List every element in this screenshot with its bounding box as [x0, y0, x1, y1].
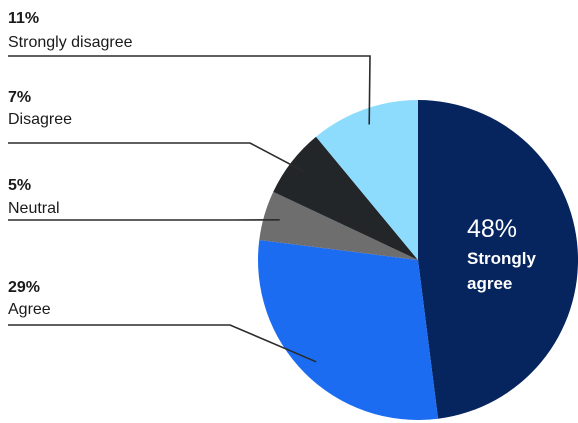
pie-slice-strongly-agree — [418, 100, 578, 419]
leader-line-strongly-disagree — [8, 55, 371, 125]
leader-line-agree — [8, 324, 317, 363]
pie-slice-neutral — [259, 191, 418, 260]
label-disagree-value: 7% — [8, 89, 31, 106]
pie-slice-strongly-disagree — [316, 100, 418, 260]
label-agree-value: 29% — [8, 279, 40, 296]
label-strongly-disagree-name: Strongly disagree — [8, 34, 133, 51]
label-disagree-name: Disagree — [8, 111, 72, 128]
pie-slice-agree — [257, 239, 439, 421]
label-strongly-disagree-value: 11% — [8, 10, 39, 27]
label-strongly-agree-value: 48% — [467, 215, 517, 243]
label-strongly-agree-line-2: agree — [467, 274, 512, 293]
label-strongly-agree-line-1: Strongly — [467, 249, 536, 268]
pie-slices — [257, 100, 578, 421]
label-neutral-value: 5% — [8, 177, 31, 194]
pie-slice-disagree — [273, 136, 418, 260]
leader-lines — [8, 55, 371, 363]
label-neutral-name: Neutral — [8, 200, 60, 217]
label-agree-name: Agree — [8, 301, 51, 318]
leader-line-disagree — [8, 142, 305, 173]
